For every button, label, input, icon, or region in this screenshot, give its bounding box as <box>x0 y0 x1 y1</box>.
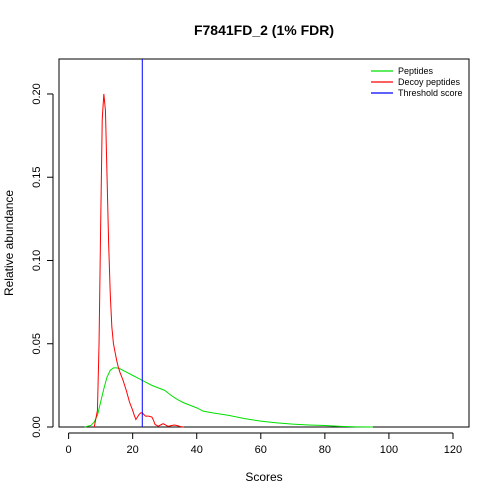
y-tick-label: 0.20 <box>31 83 43 104</box>
x-tick-label: 80 <box>319 444 331 456</box>
y-axis-label: Relative abundance <box>2 190 16 296</box>
x-axis-label: Scores <box>245 470 282 484</box>
series-layer <box>84 93 373 428</box>
x-tick-label: 60 <box>255 444 267 456</box>
legend-label: Peptides <box>398 66 434 76</box>
y-tick-label: 0.15 <box>31 167 43 188</box>
x-tick-label: 0 <box>66 444 72 456</box>
legend-label: Threshold score <box>398 88 463 98</box>
y-tick-label: 0.05 <box>31 333 43 354</box>
x-tick-label: 100 <box>380 444 398 456</box>
x-tick-label: 40 <box>191 444 203 456</box>
x-tick-label: 120 <box>444 444 462 456</box>
chart-title: F7841FD_2 (1% FDR) <box>194 22 334 38</box>
x-tick-label: 20 <box>127 444 139 456</box>
y-axis: 0.00 0.05 0.10 0.15 0.20 <box>31 83 54 438</box>
plot-frame <box>58 58 470 428</box>
y-tick-label: 0.10 <box>31 250 43 271</box>
series-line-peptides <box>84 367 373 428</box>
x-axis: 0 20 40 60 80 100 120 <box>66 432 462 456</box>
y-tick-label: 0.00 <box>31 416 43 437</box>
series-line-decoy-peptides <box>93 93 184 428</box>
legend-label: Decoy peptides <box>398 77 461 87</box>
